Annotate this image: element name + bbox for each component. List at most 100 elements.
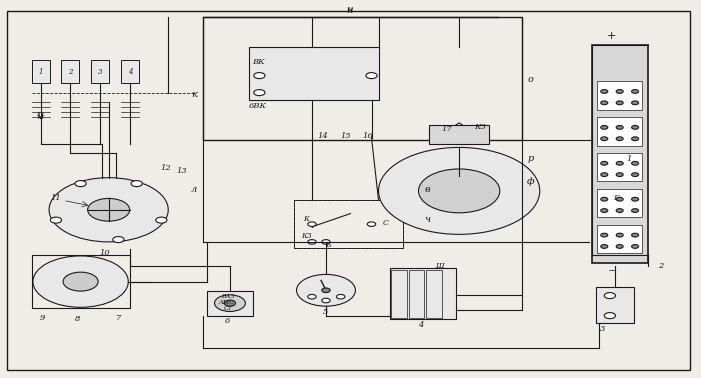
Text: Ш: Ш (435, 262, 444, 271)
Circle shape (367, 222, 376, 226)
Circle shape (254, 73, 265, 79)
Circle shape (632, 101, 639, 105)
Text: Б: Б (325, 241, 331, 249)
Circle shape (632, 125, 639, 129)
Circle shape (632, 137, 639, 141)
Text: 8: 8 (74, 315, 80, 324)
Circle shape (632, 233, 639, 237)
Circle shape (632, 245, 639, 248)
Bar (207, 291, 253, 316)
Text: 13: 13 (177, 167, 188, 175)
Circle shape (616, 197, 623, 201)
Circle shape (113, 237, 124, 243)
Circle shape (616, 233, 623, 237)
Circle shape (601, 173, 608, 177)
Text: 4: 4 (128, 68, 132, 76)
Text: ВАЗ: ВАЗ (222, 294, 234, 299)
Text: 10: 10 (100, 249, 111, 257)
Circle shape (604, 293, 615, 299)
FancyArrowPatch shape (283, 66, 320, 79)
Circle shape (616, 101, 623, 105)
Circle shape (632, 209, 639, 212)
Circle shape (632, 197, 639, 201)
Bar (32, 60, 50, 83)
Text: р: р (528, 154, 533, 163)
Circle shape (308, 240, 316, 244)
Text: 3: 3 (98, 68, 102, 76)
Bar (597, 153, 642, 181)
Text: 1: 1 (39, 68, 43, 76)
Circle shape (366, 73, 377, 79)
Circle shape (616, 161, 623, 165)
Text: 6ВК: 6ВК (249, 102, 267, 110)
Circle shape (63, 272, 98, 291)
Bar (409, 270, 424, 318)
Circle shape (601, 245, 608, 248)
Bar (91, 60, 109, 83)
Circle shape (601, 233, 608, 237)
Bar (426, 270, 442, 318)
Circle shape (224, 300, 236, 306)
Text: 6: 6 (225, 317, 231, 325)
Circle shape (308, 294, 316, 299)
Circle shape (601, 125, 608, 129)
Text: 7: 7 (116, 313, 122, 322)
Circle shape (322, 240, 330, 244)
Text: н: н (346, 6, 353, 15)
Circle shape (601, 137, 608, 141)
Circle shape (308, 222, 316, 226)
Text: +: + (606, 31, 616, 41)
Text: К: К (304, 215, 309, 223)
Text: 4: 4 (418, 321, 423, 329)
Circle shape (297, 274, 355, 306)
Circle shape (50, 217, 62, 223)
Circle shape (88, 198, 130, 221)
Bar (592, 45, 648, 263)
Text: 9: 9 (39, 313, 45, 322)
Circle shape (418, 169, 500, 213)
Circle shape (601, 101, 608, 105)
Text: КЗ: КЗ (301, 232, 312, 240)
Bar (597, 117, 642, 146)
Bar (294, 200, 403, 248)
Circle shape (336, 294, 345, 299)
Circle shape (131, 181, 142, 187)
Text: ф: ф (527, 177, 534, 186)
Circle shape (49, 178, 168, 242)
Text: 2: 2 (68, 68, 72, 76)
Text: 16: 16 (362, 132, 374, 140)
Text: СТ: СТ (224, 306, 233, 311)
Text: н: н (346, 5, 353, 14)
Circle shape (632, 173, 639, 177)
FancyArrowPatch shape (283, 68, 320, 81)
Text: 15: 15 (340, 132, 351, 140)
Text: л: л (191, 184, 197, 194)
Bar (203, 17, 522, 140)
Circle shape (254, 90, 265, 96)
Circle shape (616, 90, 623, 93)
Text: АМС: АМС (219, 300, 234, 305)
Circle shape (616, 125, 623, 129)
Text: КЗ: КЗ (475, 122, 486, 131)
Bar (429, 125, 489, 144)
Text: 5: 5 (323, 308, 329, 316)
Text: 12: 12 (161, 164, 172, 172)
Text: в: в (425, 184, 430, 194)
Text: С: С (383, 219, 388, 227)
Bar (61, 60, 79, 83)
Text: 11: 11 (50, 194, 62, 203)
Text: Г: Г (613, 194, 618, 203)
Text: к: к (191, 90, 197, 99)
Circle shape (616, 173, 623, 177)
Text: ч: ч (425, 215, 430, 224)
Circle shape (632, 161, 639, 165)
Circle shape (601, 197, 608, 201)
Circle shape (156, 217, 167, 223)
Bar (391, 270, 407, 318)
Circle shape (322, 288, 330, 293)
Bar (597, 81, 642, 110)
Circle shape (616, 137, 623, 141)
Circle shape (616, 209, 623, 212)
Text: 14: 14 (317, 132, 328, 140)
Circle shape (215, 295, 245, 311)
